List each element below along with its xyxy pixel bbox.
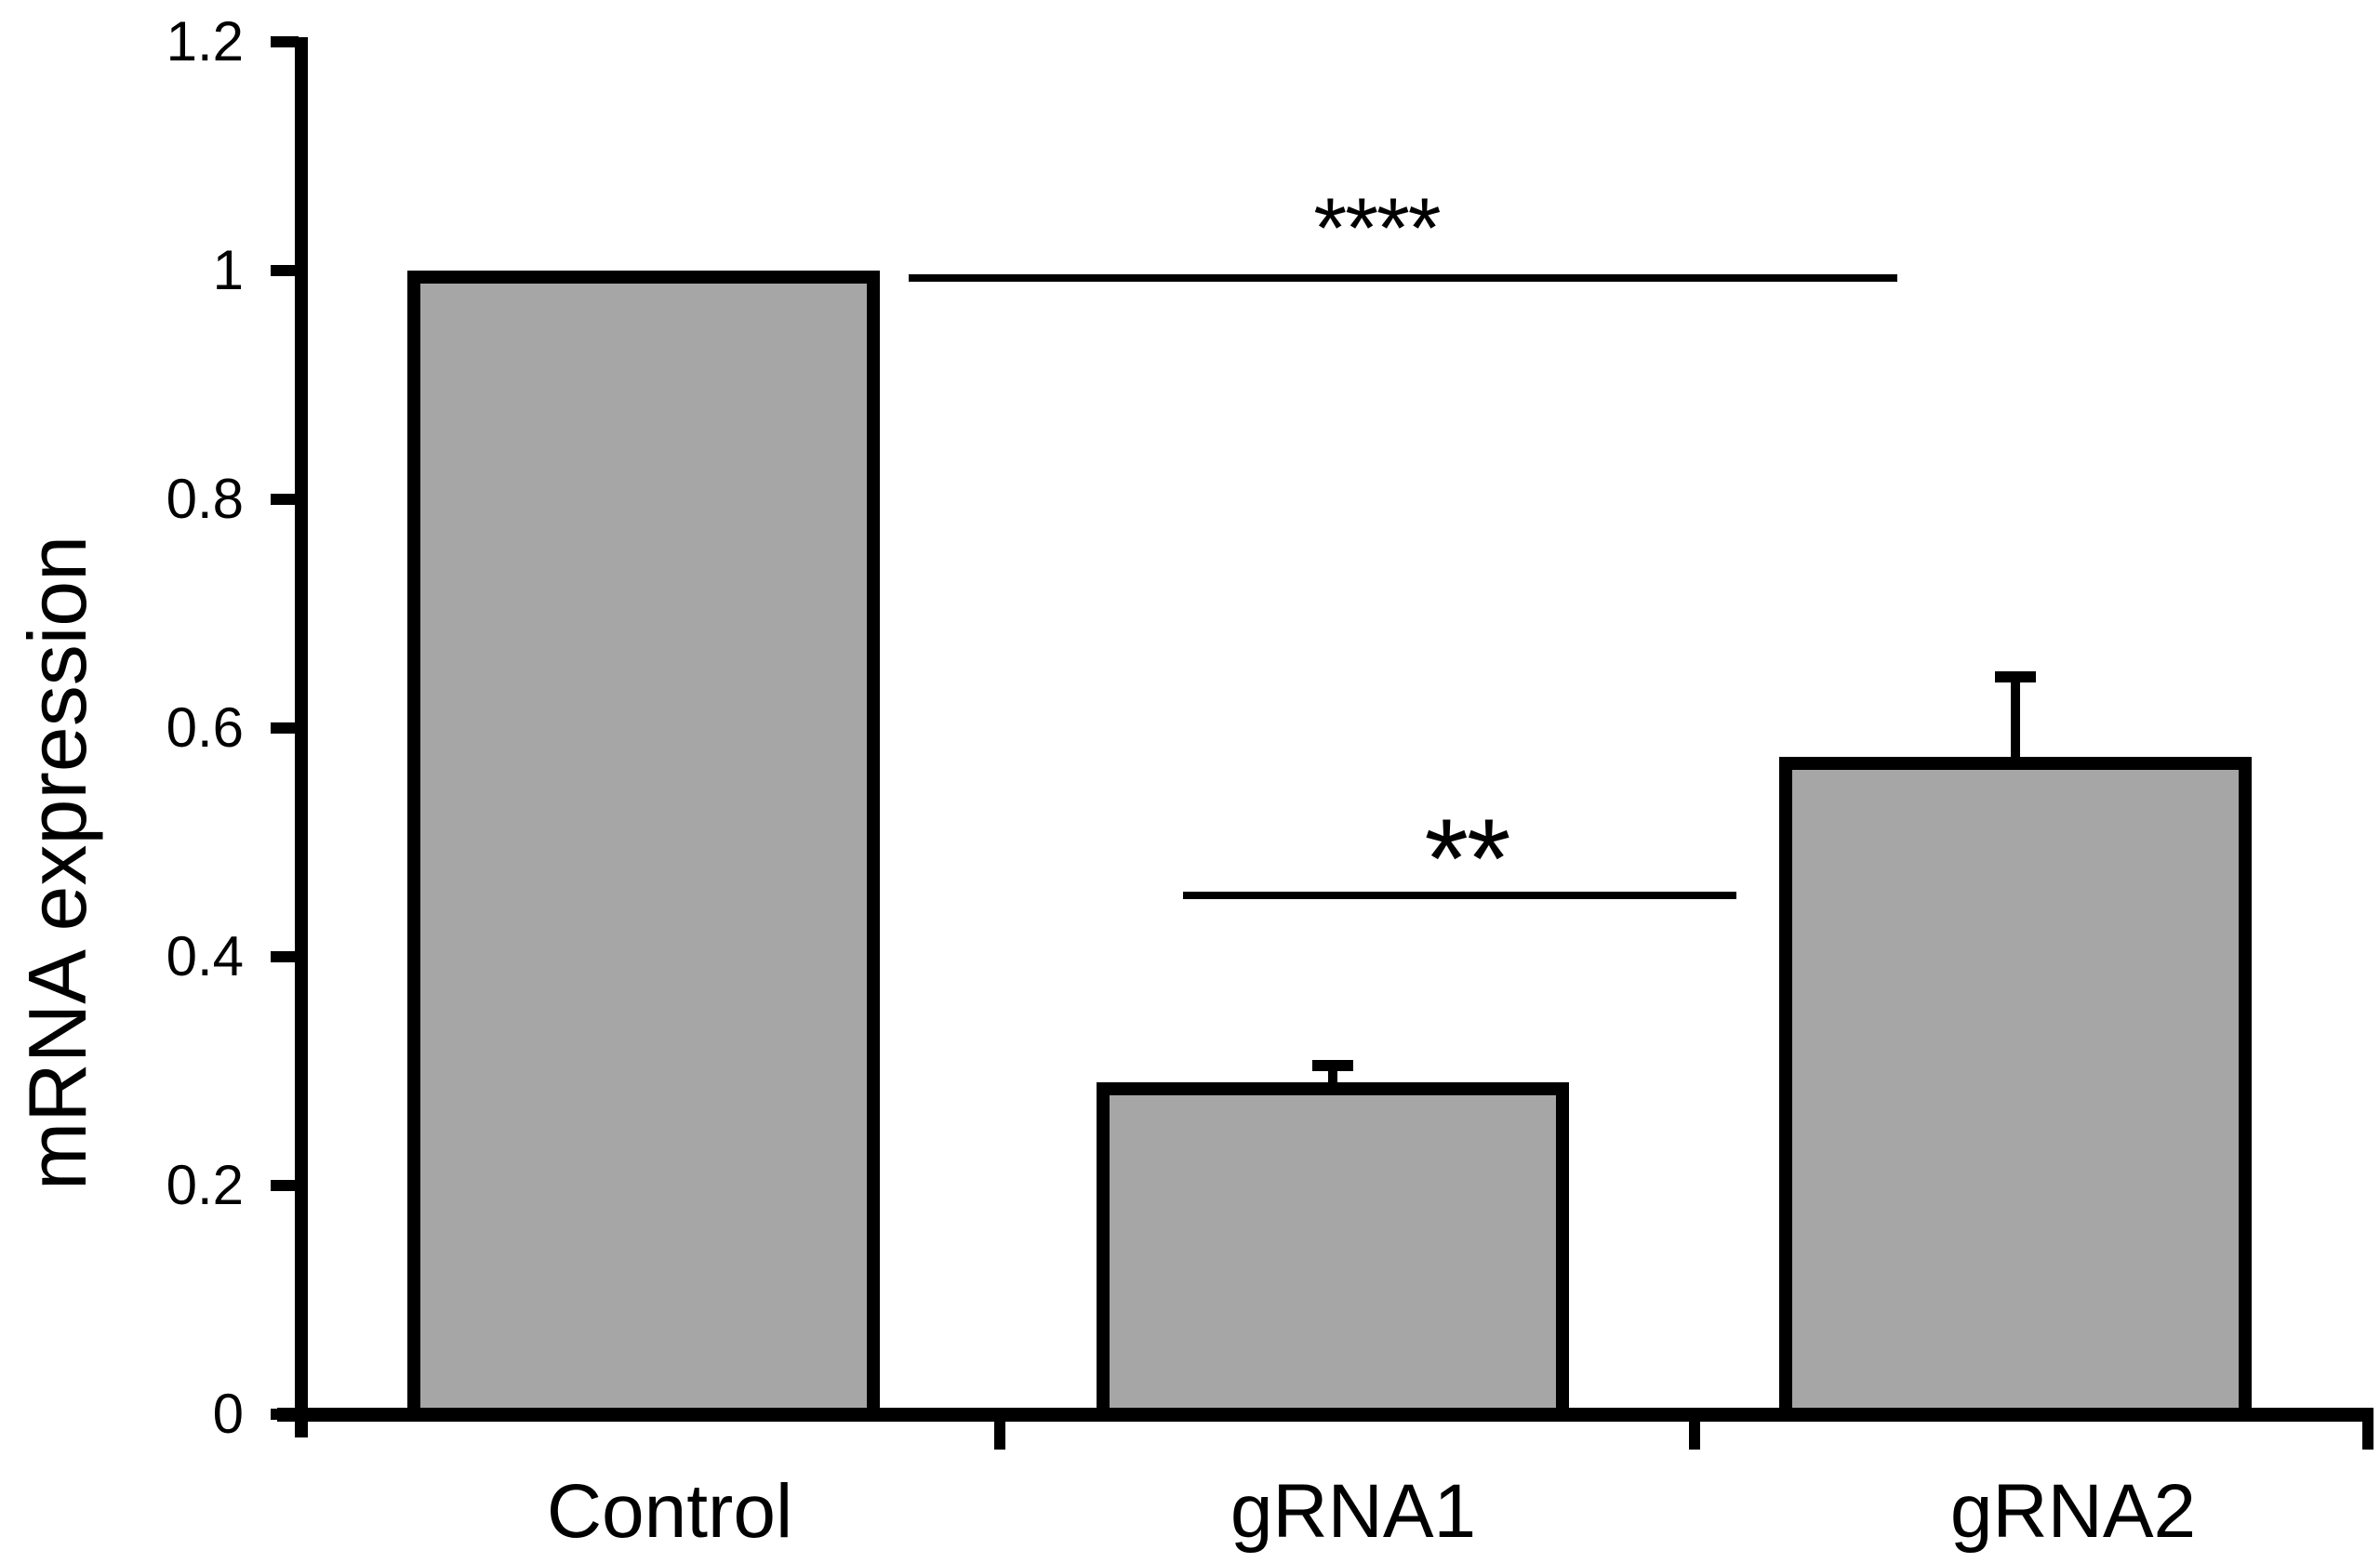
y-tick-label-0.4: 0.4	[166, 925, 244, 987]
y-axis-title: mRNA expression	[11, 535, 103, 1191]
error-bar-cap-grna2	[1995, 670, 2036, 682]
bar-grna2	[1779, 756, 2252, 1421]
x-axis	[277, 1407, 2373, 1422]
significance-label-2: **	[1424, 795, 1511, 921]
y-tick-1	[271, 265, 299, 276]
error-bar-whisker-grna2	[2011, 676, 2020, 761]
y-tick-label-0: 0	[212, 1383, 244, 1445]
y-tick-0.2	[271, 1180, 299, 1191]
x-tick-2	[1689, 1412, 1700, 1450]
bar-grna1	[1097, 1082, 1569, 1421]
bar-control	[407, 271, 880, 1421]
y-tick-label-0.8: 0.8	[166, 468, 244, 530]
significance-line-2	[1183, 892, 1736, 900]
y-tick-label-1: 1	[212, 239, 244, 301]
y-tick-0.6	[271, 722, 299, 734]
significance-line-1	[909, 274, 1897, 282]
y-axis	[295, 37, 308, 1437]
x-tick-1	[994, 1412, 1005, 1450]
y-tick-0	[271, 1409, 299, 1420]
x-label-control: Control	[546, 1469, 793, 1554]
y-tick-label-0.2: 0.2	[166, 1154, 244, 1216]
y-tick-label-0.6: 0.6	[166, 696, 244, 759]
y-tick-label-1.2: 1.2	[166, 10, 244, 73]
y-tick-0.8	[271, 494, 299, 505]
error-bar-whisker-grna1	[1328, 1065, 1337, 1087]
x-label-grna1: gRNA1	[1230, 1469, 1477, 1554]
error-bar-cap-grna1	[1312, 1059, 1353, 1071]
significance-label-1: ****	[1313, 181, 1441, 276]
y-tick-1.2	[271, 36, 299, 47]
x-tick-3	[2362, 1412, 2373, 1450]
y-tick-0.4	[271, 951, 299, 962]
x-label-grna2: gRNA2	[1949, 1469, 2197, 1554]
